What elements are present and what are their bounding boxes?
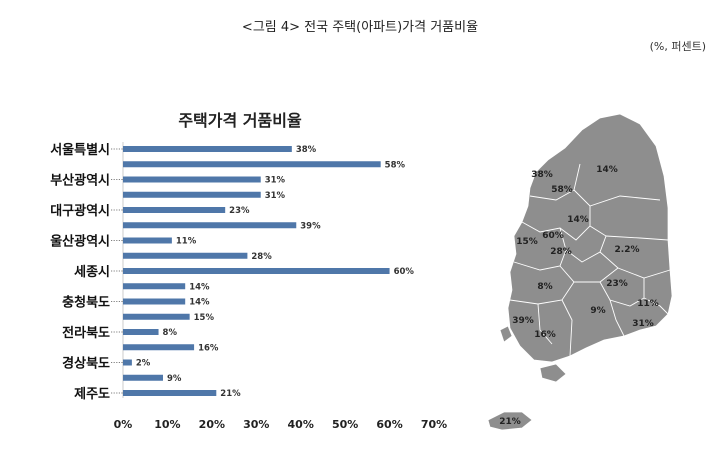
map-label: 23%	[606, 279, 628, 289]
category-label: 제주도	[74, 387, 110, 402]
map-region-jeju	[487, 411, 533, 431]
bar	[123, 176, 261, 183]
x-tick-label: 70%	[421, 418, 447, 431]
map-label-jeju: 21%	[499, 417, 521, 427]
chart-title: 주택가격 거품비율	[178, 111, 302, 130]
bar-value-label: 21%	[220, 389, 241, 399]
category-label: 충청북도	[62, 295, 110, 311]
bar-value-label: 31%	[265, 176, 286, 186]
x-tick-label: 10%	[154, 418, 180, 431]
bar	[123, 390, 217, 396]
bar	[123, 268, 390, 274]
x-tick-label: 40%	[288, 418, 314, 431]
map-label: 28%	[550, 247, 572, 257]
map-labels: 38% 58% 14% 14% 60% 15% 28% 2.2% 8% 23% …	[499, 165, 659, 427]
bar-value-label: 58%	[385, 160, 406, 170]
x-tick-label: 0%	[114, 418, 133, 431]
map-region-island-south	[539, 363, 567, 383]
bar	[123, 161, 381, 168]
bar-value-label: 28%	[251, 252, 272, 262]
bar-value-label: 38%	[296, 145, 317, 155]
bar	[123, 252, 248, 259]
category-label: 전라북도	[62, 325, 110, 341]
x-tick-label: 60%	[376, 418, 402, 431]
bar-value-label: 60%	[394, 267, 415, 277]
bar-value-label: 14%	[189, 282, 210, 292]
category-label: 경상북도	[62, 356, 110, 372]
map-label: 11%	[637, 299, 659, 309]
map-label: 60%	[542, 231, 564, 241]
bar-value-label: 16%	[198, 343, 219, 353]
bar-value-label: 23%	[229, 206, 250, 216]
bar	[123, 222, 297, 229]
bar	[123, 313, 190, 320]
x-tick-label: 20%	[199, 418, 225, 431]
bar	[123, 237, 172, 244]
category-label: 세종시	[74, 265, 110, 280]
bar	[123, 344, 195, 351]
bar	[123, 298, 186, 305]
bar	[123, 146, 292, 152]
bar-value-label: 39%	[300, 221, 321, 231]
category-label: 부산광역시	[50, 173, 110, 189]
figure-caption: <그림 4> 전국 주택(아파트)가격 거품비율	[241, 20, 479, 35]
bar-value-label: 31%	[265, 191, 286, 201]
category-label: 대구광역시	[50, 203, 110, 219]
map-label: 38%	[531, 170, 553, 180]
map-label: 31%	[632, 319, 654, 329]
bar	[123, 359, 132, 366]
map-label: 9%	[590, 306, 605, 316]
bar-value-label: 15%	[194, 313, 215, 323]
map-label: 14%	[596, 165, 618, 175]
map-label: 58%	[551, 185, 573, 195]
bar	[123, 283, 186, 290]
bar-chart: 38% 58% 31% 31% 23% 39% 11% 28% 60% 14% 14% 15% 8% 16…	[50, 142, 447, 431]
bar-value-label: 11%	[176, 237, 197, 247]
category-label: 울산광역시	[50, 234, 110, 250]
map-label: 8%	[537, 282, 552, 292]
korea-map: 38% 58% 14% 14% 60% 15% 28% 2.2% 8% 23% …	[487, 113, 673, 431]
map-label: 2.2%	[615, 245, 640, 255]
bar	[123, 374, 163, 381]
map-region-mainland	[507, 113, 673, 363]
x-tick-label: 30%	[243, 418, 269, 431]
bar-value-label: 9%	[167, 374, 182, 384]
map-borders	[509, 163, 671, 357]
map-label: 14%	[567, 215, 589, 225]
category-label: 서울특별시	[50, 142, 110, 158]
map-region-island-west	[499, 325, 513, 343]
bar-value-label: 14%	[189, 298, 210, 308]
bar	[123, 207, 226, 213]
map-label: 16%	[534, 330, 556, 340]
x-tick-label: 50%	[332, 418, 358, 431]
bar	[123, 329, 159, 335]
map-label: 15%	[516, 237, 538, 247]
map-label: 39%	[512, 316, 534, 326]
bar-value-label: 2%	[136, 359, 151, 369]
bar-value-label: 8%	[163, 328, 178, 338]
unit-note: (%, 퍼센트)	[649, 40, 706, 53]
bar	[123, 191, 261, 198]
